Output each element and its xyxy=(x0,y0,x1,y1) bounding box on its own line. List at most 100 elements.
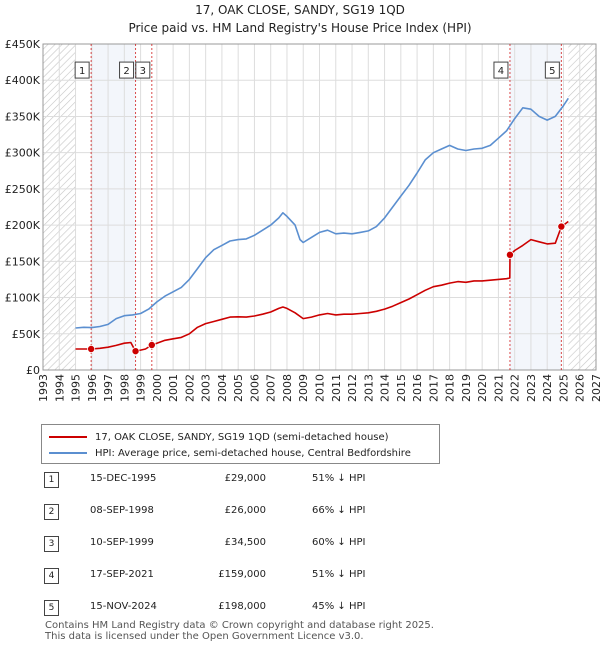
plot-frame xyxy=(42,43,597,371)
x-tick-label: 2002 xyxy=(183,374,196,402)
x-tick-label: 2018 xyxy=(444,374,457,402)
sale-hpi-diff: 60% ↓ HPI xyxy=(312,537,366,548)
sale-date: 15-NOV-2024 xyxy=(90,601,157,612)
plot-background xyxy=(43,44,596,370)
sale-label-number: 4 xyxy=(498,66,504,77)
x-tick-label: 2017 xyxy=(427,374,440,402)
sale-label-number: 5 xyxy=(549,66,555,77)
price-chart: 17, OAK CLOSE, SANDY, SG19 1QD Price pai… xyxy=(5,3,600,402)
sale-number-badge: 2 xyxy=(44,504,59,520)
sale-number-badge: 3 xyxy=(44,536,59,552)
x-tick-label: 1999 xyxy=(135,374,148,402)
sale-point xyxy=(505,250,514,259)
legend-item-hpi: HPI: Average price, semi-detached house,… xyxy=(49,445,411,461)
legend-swatch-property xyxy=(49,436,87,438)
sale-hpi-diff: 51% ↓ HPI xyxy=(312,569,366,580)
x-tick-label: 1993 xyxy=(37,374,50,402)
legend: 17, OAK CLOSE, SANDY, SG19 1QD (semi-det… xyxy=(41,424,440,464)
sale-label-box xyxy=(135,61,151,79)
x-tick-label: 1994 xyxy=(53,374,66,402)
x-tick-label: 2024 xyxy=(541,374,554,402)
x-tick-label: 2021 xyxy=(492,374,505,402)
legend-swatch-hpi xyxy=(49,452,87,454)
sale-price: £29,000 xyxy=(224,473,266,484)
x-tick-label: 2000 xyxy=(151,374,164,402)
sale-point xyxy=(147,341,156,350)
table-row: 1 15-DEC-1995 £29,000 51% ↓ HPI xyxy=(40,470,460,492)
x-tick-label: 2001 xyxy=(167,374,180,402)
table-row: 2 08-SEP-1998 £26,000 66% ↓ HPI xyxy=(40,502,460,524)
sale-price: £34,500 xyxy=(224,537,266,548)
x-tick-label: 2005 xyxy=(232,374,245,402)
sale-number-badge: 4 xyxy=(44,568,59,584)
sale-label-box xyxy=(544,61,560,79)
sale-label-number: 1 xyxy=(79,66,85,77)
sale-date: 17-SEP-2021 xyxy=(90,569,154,580)
sale-date: 15-DEC-1995 xyxy=(90,473,157,484)
sale-price: £198,000 xyxy=(218,601,266,612)
x-tick-label: 2008 xyxy=(281,374,294,402)
x-tick-label: 2007 xyxy=(265,374,278,402)
x-tick-label: 1998 xyxy=(118,374,131,402)
sale-point xyxy=(557,222,566,231)
sale-points xyxy=(87,222,566,356)
hpi-line xyxy=(75,97,569,329)
sale-hpi-diff: 66% ↓ HPI xyxy=(312,505,366,516)
property-price-line xyxy=(75,220,569,352)
x-tick-label: 2009 xyxy=(297,374,310,402)
x-tick-label: 2012 xyxy=(346,374,359,402)
table-row: 4 17-SEP-2021 £159,000 51% ↓ HPI xyxy=(40,566,460,588)
sale-point xyxy=(131,347,140,356)
legend-label-hpi: HPI: Average price, semi-detached house,… xyxy=(95,447,411,459)
ownership-band xyxy=(509,44,562,370)
chart-title-subtitle: Price paid vs. HM Land Registry's House … xyxy=(128,21,471,35)
x-tick-label: 1997 xyxy=(102,374,115,402)
x-tick-label: 2025 xyxy=(557,374,570,402)
x-tick-label: 2020 xyxy=(476,374,489,402)
sale-marker-lines xyxy=(90,44,562,370)
table-row: 5 15-NOV-2024 £198,000 45% ↓ HPI xyxy=(40,598,460,620)
sale-number-badge: 1 xyxy=(44,472,59,488)
footer-attribution: Contains HM Land Registry data © Crown c… xyxy=(45,620,434,642)
sale-label-number: 2 xyxy=(123,66,129,77)
no-data-region-right xyxy=(568,44,596,370)
x-tick-label: 2016 xyxy=(411,374,424,402)
x-tick-label: 2022 xyxy=(509,374,522,402)
x-tick-label: 1996 xyxy=(86,374,99,402)
x-tick-label: 2027 xyxy=(590,374,600,402)
y-tick-label: £100K xyxy=(5,292,41,305)
legend-label-property: 17, OAK CLOSE, SANDY, SG19 1QD (semi-det… xyxy=(95,431,389,443)
sale-label-box xyxy=(74,61,90,79)
x-tick-label: 2026 xyxy=(574,374,587,402)
x-axis: 1993 1994 1995 1996 1997 1998 1999 2000 2001 2002… xyxy=(37,374,600,402)
y-tick-label: £200K xyxy=(5,219,41,232)
footer-line-2: This data is licensed under the Open Gov… xyxy=(45,631,364,642)
x-tick-label: 2014 xyxy=(379,374,392,402)
y-tick-label: £50K xyxy=(12,328,41,341)
sale-hpi-diff: 51% ↓ HPI xyxy=(312,473,366,484)
y-tick-label: £0 xyxy=(26,364,40,377)
x-tick-label: 2006 xyxy=(248,374,261,402)
x-tick-label: 1995 xyxy=(70,374,83,402)
legend-item-property: 17, OAK CLOSE, SANDY, SG19 1QD (semi-det… xyxy=(49,429,389,445)
footer-line-1: Contains HM Land Registry data © Crown c… xyxy=(45,620,434,631)
x-tick-label: 2023 xyxy=(525,374,538,402)
gridlines xyxy=(42,43,597,371)
x-tick-label: 2011 xyxy=(330,374,343,402)
y-tick-label: £400K xyxy=(5,74,41,87)
sale-price: £26,000 xyxy=(224,505,266,516)
sale-date: 08-SEP-1998 xyxy=(90,505,154,516)
y-tick-label: £350K xyxy=(5,110,41,123)
y-axis: £0 £50K £100K £150K £200K £250K £300K £350K £400… xyxy=(5,38,41,377)
x-tick-label: 2013 xyxy=(362,374,375,402)
y-tick-label: £450K xyxy=(5,38,41,51)
sale-price: £159,000 xyxy=(218,569,266,580)
sale-point xyxy=(87,344,96,353)
x-tick-label: 2004 xyxy=(216,374,229,402)
x-tick-label: 2010 xyxy=(314,374,327,402)
x-tick-label: 2015 xyxy=(395,374,408,402)
x-tick-label: 2019 xyxy=(460,374,473,402)
y-tick-label: £300K xyxy=(5,147,41,160)
y-tick-label: £250K xyxy=(5,183,41,196)
